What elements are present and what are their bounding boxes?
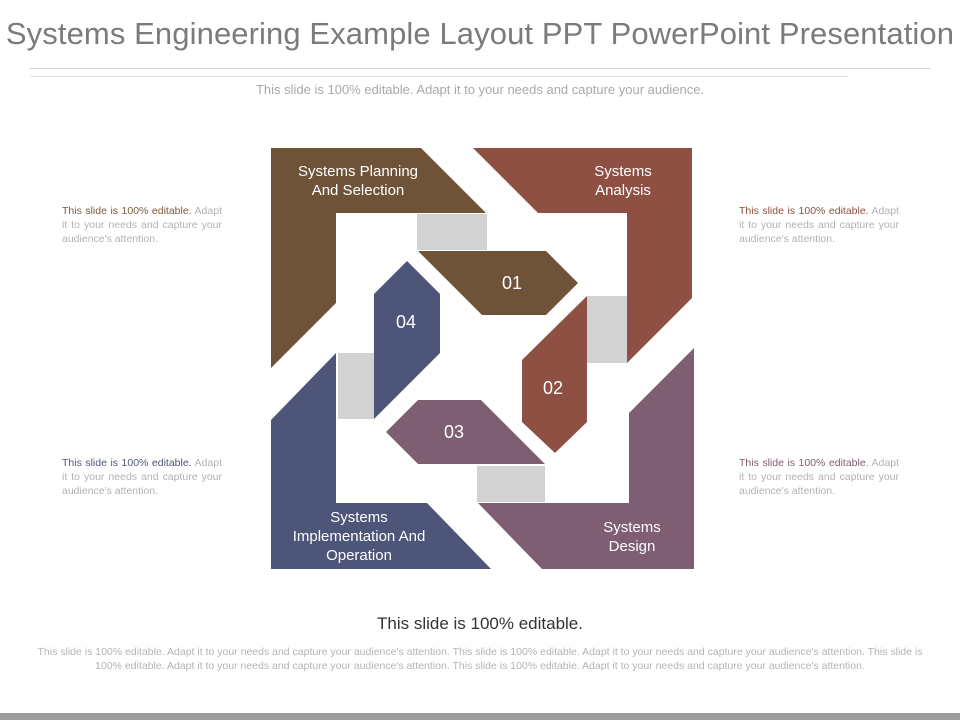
footer-bar — [0, 713, 960, 720]
side-note-bottom-left: This slide is 100% editable. Adapt it to… — [62, 456, 222, 498]
stage-number-04: 04 — [395, 312, 417, 332]
inner-arrow-04[interactable] — [374, 261, 440, 419]
bottom-paragraph: This slide is 100% editable. Adapt it to… — [37, 646, 923, 672]
slide-title: Systems Engineering Example Layout PPT P… — [5, 16, 955, 51]
slide-subtitle: This slide is 100% editable. Adapt it to… — [255, 82, 705, 97]
title-divider — [30, 68, 930, 69]
side-note-lead: This slide is 100% editable. — [739, 205, 869, 217]
side-note-body: Adapt it to your needs and capture your … — [62, 205, 222, 245]
side-note-body: Adapt it to your needs and capture your … — [739, 205, 899, 245]
side-note-body: Adapt it to your needs and capture your … — [62, 457, 222, 497]
stage-number-03: 03 — [443, 422, 465, 442]
connector-3 — [477, 466, 545, 502]
inner-arrow-01[interactable] — [418, 251, 578, 315]
connector-1 — [417, 214, 487, 250]
stage-label-analysis: Systems Analysis — [594, 163, 652, 199]
corner-shape-design[interactable] — [478, 348, 694, 569]
title-divider-secondary — [30, 76, 848, 77]
stage-label-design: Systems Design — [603, 519, 661, 555]
side-note-top-left: This slide is 100% editable. Adapt it to… — [62, 204, 222, 246]
side-note-lead: This slide is 100% editable. — [62, 457, 192, 469]
stage-number-01: 01 — [501, 273, 523, 293]
inner-arrow-03[interactable] — [386, 400, 545, 464]
side-note-lead: This slide is 100% editable. — [739, 457, 869, 469]
corner-shape-implementation[interactable] — [271, 353, 491, 569]
bottom-heading: This slide is 100% editable. — [376, 614, 583, 633]
side-note-top-right: This slide is 100% editable. Adapt it to… — [739, 204, 899, 246]
side-note-body: Adapt it to your needs and capture your … — [739, 457, 899, 497]
side-note-lead: This slide is 100% editable. — [62, 205, 192, 217]
inner-arrow-02[interactable] — [522, 296, 587, 453]
connector-2 — [587, 296, 627, 363]
corner-shape-analysis[interactable] — [473, 148, 692, 363]
side-note-bottom-right: This slide is 100% editable. Adapt it to… — [739, 456, 899, 498]
stage-number-02: 02 — [542, 378, 564, 398]
stage-label-implementation: Systems Implementation And Operation — [292, 509, 426, 564]
corner-shape-planning[interactable] — [271, 148, 486, 368]
stage-label-planning: Systems Planning And Selection — [297, 163, 419, 199]
connector-4 — [338, 353, 374, 419]
